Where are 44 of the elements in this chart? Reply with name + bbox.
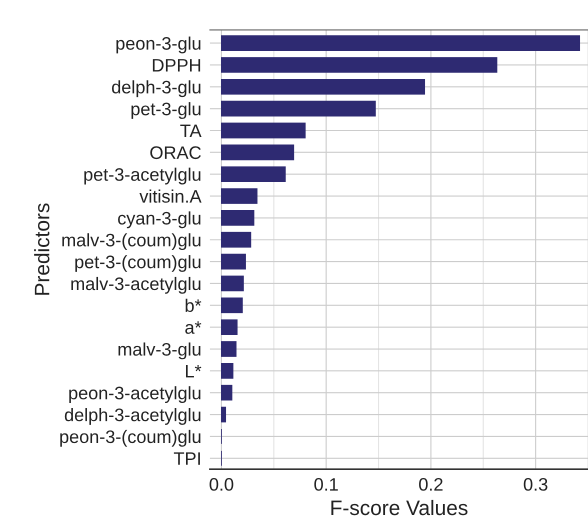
y-tick-label: peon-3-acetylglu [69, 386, 200, 403]
y-tick-label: b* [186, 298, 202, 312]
y-tick-label: a* [185, 321, 202, 334]
y-tick-label: delph-3-glu [112, 80, 200, 98]
bar [221, 100, 376, 116]
y-tick-label: malv-3-acetylglu [71, 276, 200, 294]
x-tick-label: 0.3 [524, 478, 548, 491]
bar [221, 363, 234, 379]
bar [221, 210, 254, 226]
x-tick-label: 0.2 [419, 478, 443, 491]
bar [221, 166, 286, 182]
y-tick-label: TA [180, 124, 202, 138]
bar [221, 122, 306, 138]
y-tick-label: L* [186, 364, 202, 378]
bar [221, 78, 426, 95]
y-tick-label: peon-3-(coum)glu [60, 430, 200, 447]
bar [221, 384, 232, 401]
y-tick-label: pet-3-(coum)glu [75, 255, 200, 272]
bar [221, 144, 294, 160]
bar [221, 35, 580, 51]
y-tick-label: pet-3-acetylglu [84, 168, 200, 184]
y-tick-label: TPI [174, 452, 200, 465]
bar [221, 254, 246, 270]
y-tick-label: cyan-3-glu [118, 211, 200, 228]
bar [221, 188, 258, 204]
bar [221, 406, 226, 422]
bar [221, 276, 244, 292]
bar [221, 341, 237, 357]
y-tick-label: malv-3-glu [118, 342, 200, 360]
y-tick-label: peon-3-glu [116, 36, 200, 54]
x-tick-label: 0.1 [314, 478, 338, 491]
y-tick-label: ORAC [150, 146, 201, 160]
x-tick-label: 0.0 [210, 478, 234, 491]
y-axis-title: Predictors [34, 203, 50, 295]
y-tick-label: vitisin.A [139, 190, 202, 203]
y-tick-label: delph-3-acetylglu [64, 408, 200, 425]
bar [221, 319, 238, 336]
y-tick-label: malv-3-(coum)glu [62, 233, 200, 250]
bar [221, 297, 243, 314]
bar [221, 57, 498, 73]
y-tick-label: DPPH [152, 59, 200, 72]
bar [221, 232, 252, 248]
y-tick-label: pet-3-glu [131, 102, 200, 119]
x-axis-title: F-score Values [331, 500, 468, 516]
